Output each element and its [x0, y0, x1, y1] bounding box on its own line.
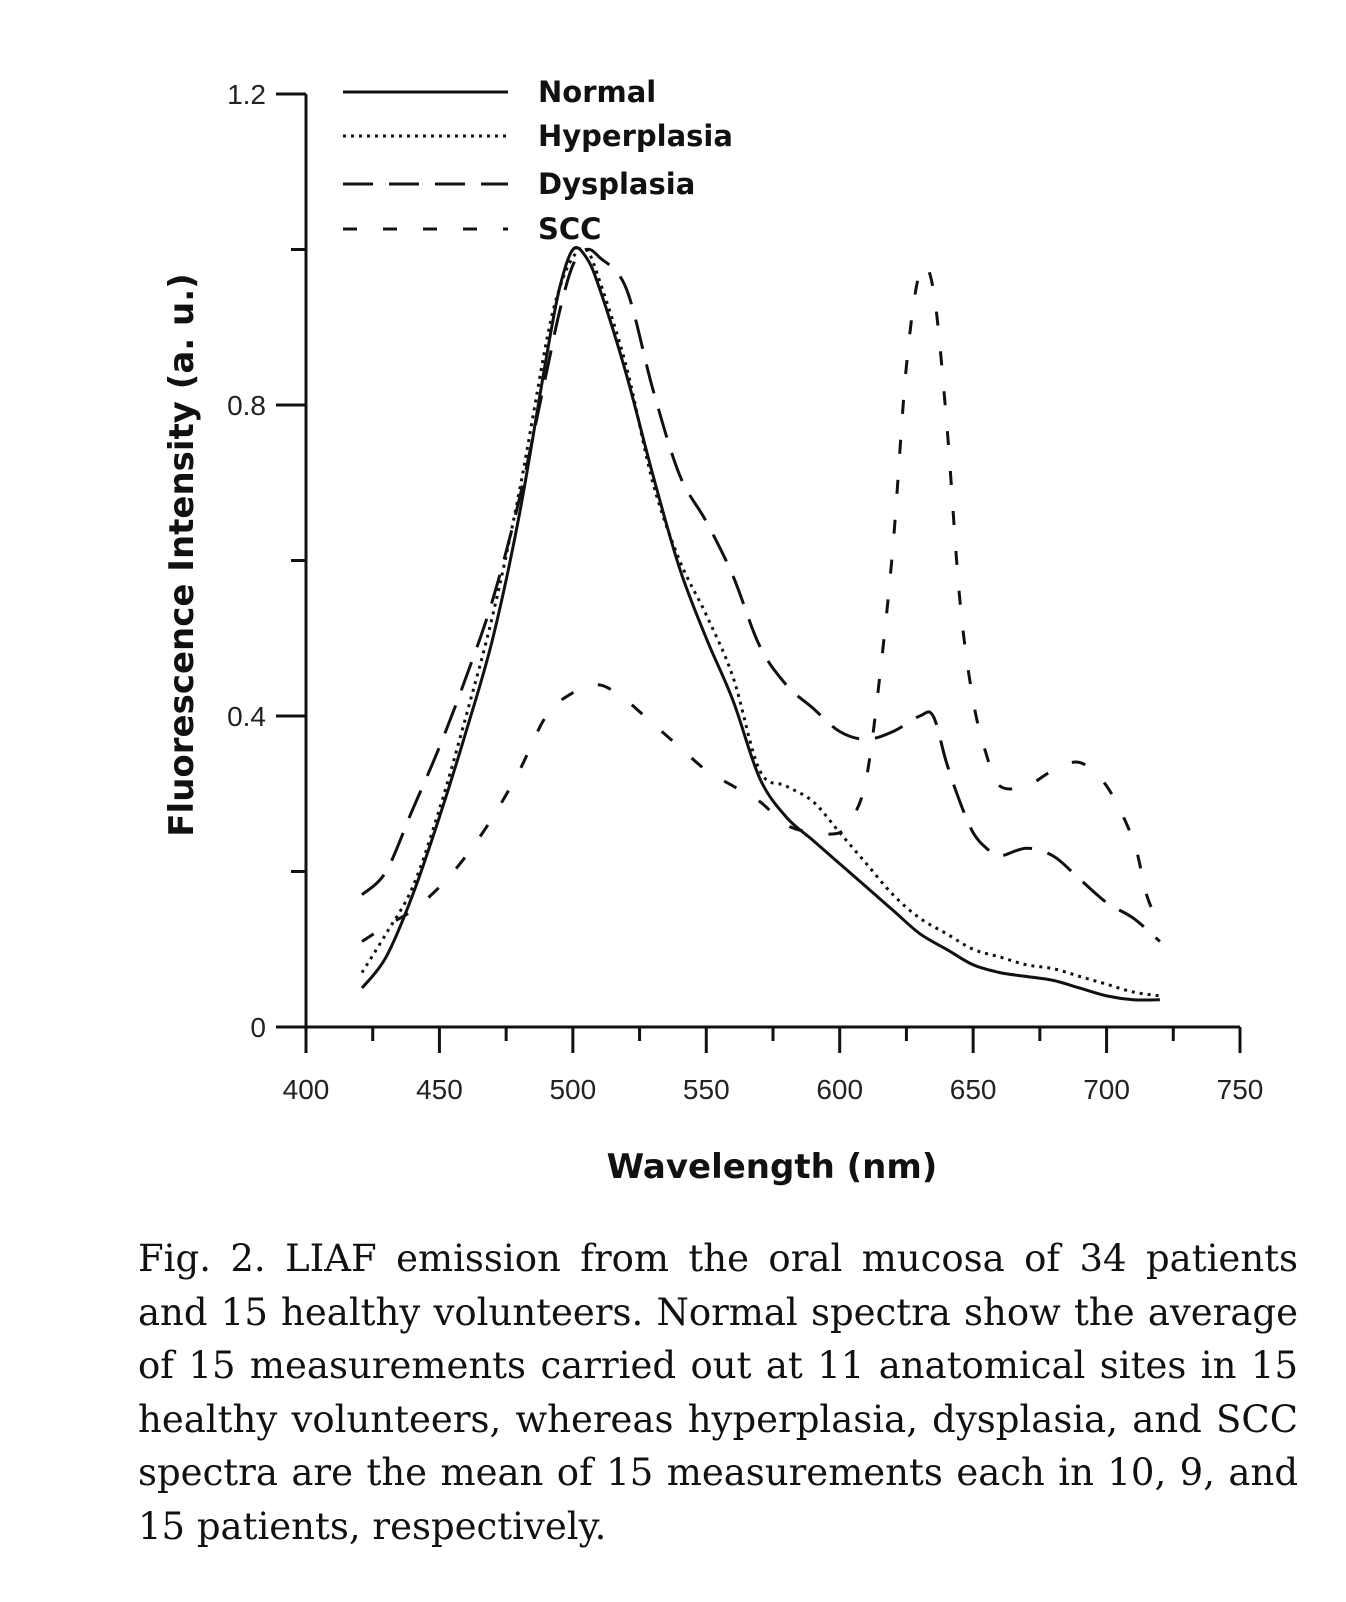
x-tick-label: 700	[1083, 1074, 1130, 1105]
spectra-chart: 400 450 500 550 600 650 700 750 0 0.4 0.8 1.2 Norma…	[162, 75, 1263, 1187]
legend-label-dysplasia: Dysplasia	[538, 167, 695, 201]
x-axis-title: Wavelength (nm)	[607, 1147, 938, 1187]
legend-label-hyperplasia: Hyperplasia	[538, 119, 733, 153]
x-tick-label: 400	[283, 1074, 330, 1105]
x-tick-label: 500	[549, 1074, 596, 1105]
y-axis-title: Fluorescence Intensity (a. u.)	[162, 273, 202, 836]
x-tick-label: 750	[1217, 1074, 1264, 1105]
y-tick-label: 0.4	[227, 701, 266, 732]
figure-caption: Fig. 2. LIAF emission from the oral muco…	[138, 1237, 1298, 1548]
axes	[276, 94, 1240, 1053]
y-tick-label: 1.2	[227, 79, 266, 110]
x-tick-label: 650	[950, 1074, 997, 1105]
series-line-dysplasia	[360, 247, 1161, 943]
x-tick-label: 550	[683, 1074, 730, 1105]
y-tick-label: 0	[250, 1012, 266, 1043]
y-tick-label: 0.8	[227, 390, 266, 421]
x-tick-label: 600	[816, 1074, 863, 1105]
axis-ticks: 400 450 500 550 600 650 700 750 0 0.4 0.8 1.2	[227, 79, 1263, 1105]
series-line-normal	[360, 246, 1160, 1002]
legend-label-normal: Normal	[538, 75, 656, 109]
series-layer	[360, 246, 1162, 1002]
series-line-hyperplasia	[360, 246, 1161, 998]
legend: Normal Hyperplasia Dysplasia SCC	[343, 75, 733, 246]
x-tick-label: 450	[416, 1074, 463, 1105]
series-line-scc	[361, 264, 1162, 943]
legend-label-scc: SCC	[538, 212, 601, 246]
